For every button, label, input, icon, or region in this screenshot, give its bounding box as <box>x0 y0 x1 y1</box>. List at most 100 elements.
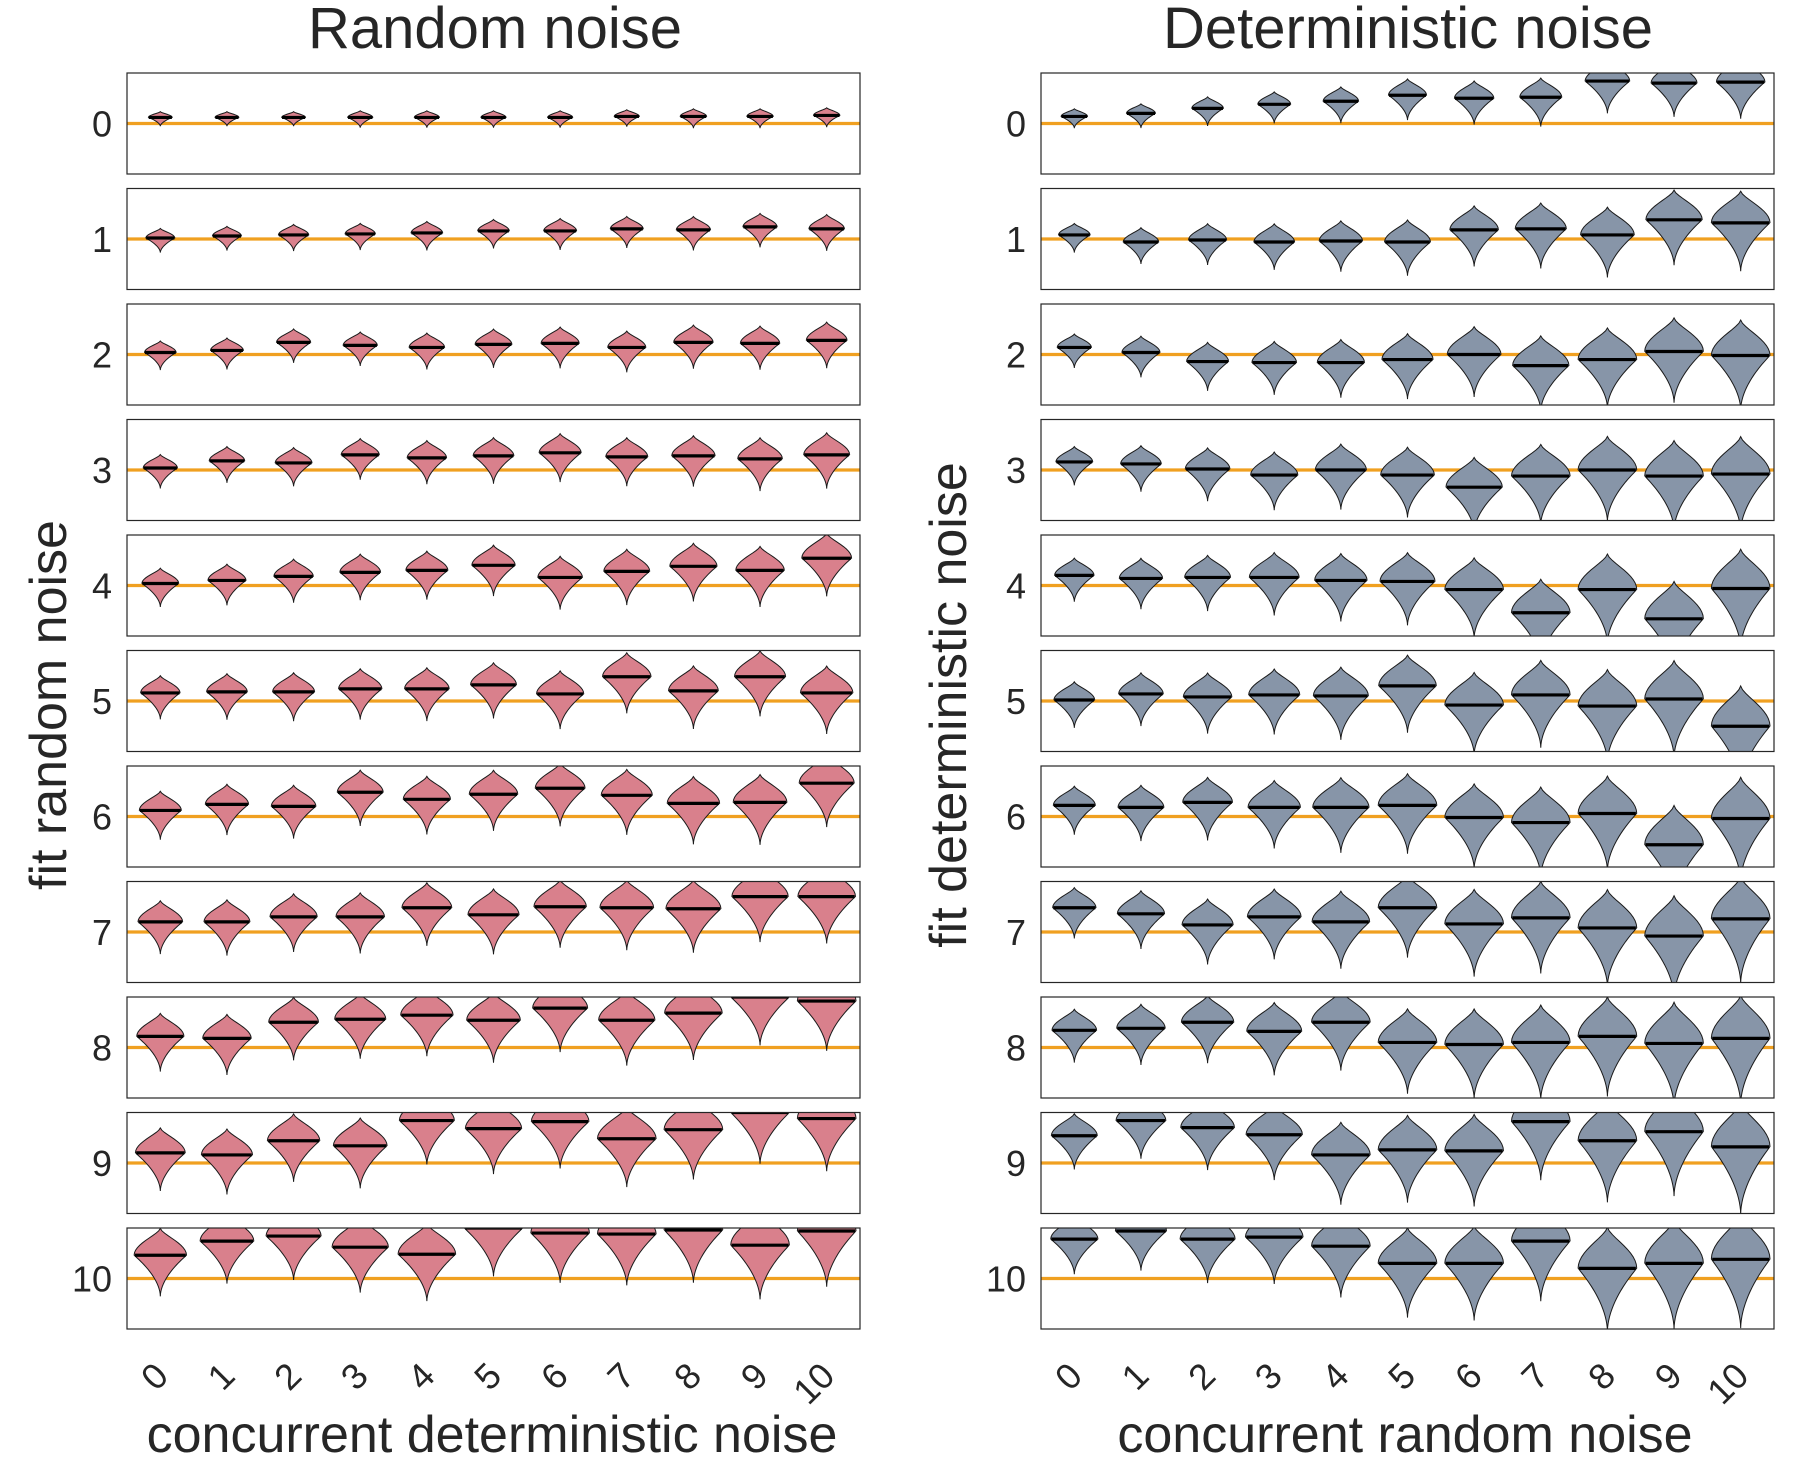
violin <box>1191 96 1224 126</box>
subplot-stack-deterministic-noise: 0 1 2 3 4 5 6 7 8 9 10 <box>986 72 1775 1330</box>
subplot-row: 5 <box>92 649 861 753</box>
y-axis-title-random-noise: fit random noise <box>20 520 78 890</box>
subplot-row: 7 <box>92 880 861 984</box>
x-tick-labels-deterministic-noise: 0 1 2 3 4 5 6 7 8 9 10 <box>1047 1355 1757 1412</box>
subplot-frame <box>126 649 861 753</box>
violin <box>1057 222 1091 253</box>
row-plot-area <box>127 431 860 492</box>
y-tick-label: 1 <box>92 219 112 260</box>
violin <box>601 651 652 714</box>
violin <box>796 1112 857 1172</box>
violin <box>796 997 857 1051</box>
violin <box>730 1112 790 1164</box>
violin <box>1453 80 1495 125</box>
violin <box>466 997 521 1063</box>
violin <box>737 436 783 492</box>
violin <box>1710 776 1771 867</box>
subplot-row: 10 <box>986 1227 1775 1330</box>
violin <box>1187 222 1228 265</box>
violin <box>1510 1003 1571 1098</box>
violin <box>530 1228 590 1283</box>
subplot-frame <box>126 765 861 868</box>
x-tick-label: 0 <box>133 1355 176 1398</box>
violin <box>665 881 722 953</box>
violin <box>1248 668 1301 735</box>
violin <box>1248 551 1300 616</box>
violin <box>1644 1001 1704 1098</box>
subplot-row: 4 <box>92 534 861 637</box>
subplot-frame <box>126 996 861 1099</box>
violin <box>1122 226 1160 265</box>
violin <box>1055 445 1094 486</box>
violin <box>1510 786 1571 867</box>
y-tick-label: 6 <box>1006 797 1026 838</box>
row-plot-area <box>1041 1228 1774 1329</box>
subplot-frame <box>126 1111 861 1215</box>
subplot-frame <box>126 880 861 984</box>
x-tick-label: 4 <box>1313 1355 1356 1398</box>
y-tick-label: 9 <box>92 1143 112 1184</box>
violin <box>138 790 182 840</box>
y-tick-label: 0 <box>92 104 112 145</box>
violin <box>1245 1112 1303 1181</box>
subplot-frame <box>1040 996 1775 1099</box>
subplot-row: 10 <box>72 1227 861 1330</box>
subplot-frame <box>1040 765 1775 868</box>
violin <box>1444 1228 1504 1321</box>
violin <box>532 997 589 1053</box>
x-tick-label: 1 <box>1113 1355 1156 1398</box>
violin <box>1316 338 1365 398</box>
violin <box>1577 1228 1638 1329</box>
violin <box>1445 456 1503 521</box>
violin <box>400 997 454 1057</box>
violin <box>1117 784 1165 842</box>
violin <box>1577 326 1638 405</box>
violin <box>207 563 247 606</box>
subplot-frame <box>126 534 861 637</box>
violin <box>1710 435 1771 521</box>
y-tick-label: 5 <box>92 681 112 722</box>
violin <box>669 542 718 602</box>
violin <box>538 432 582 483</box>
row-plot-area <box>127 1228 860 1302</box>
subplot-row: 1 <box>92 187 861 291</box>
y-tick-label: 5 <box>1006 681 1026 722</box>
violin <box>1577 888 1638 983</box>
violin <box>208 445 246 483</box>
violin <box>336 769 384 826</box>
row-plot-area <box>127 650 860 734</box>
violin <box>342 331 378 366</box>
violin <box>1250 451 1299 511</box>
violin <box>1114 1228 1168 1271</box>
row-plot-area <box>1041 1112 1774 1214</box>
violin <box>477 218 510 249</box>
subplot-frame <box>126 1227 861 1330</box>
y-tick-label: 1 <box>1006 219 1026 260</box>
violin <box>1577 435 1638 521</box>
violin <box>1577 668 1638 752</box>
subplot-frame <box>1040 649 1775 753</box>
violin <box>1311 1121 1371 1205</box>
violin <box>1384 219 1431 276</box>
violin <box>1510 443 1571 521</box>
violin <box>143 340 177 371</box>
violin <box>534 766 586 827</box>
y-tick-label: 7 <box>92 912 112 953</box>
subplot-row: 9 <box>92 1111 861 1215</box>
violin <box>607 330 647 373</box>
subplot-row: 8 <box>92 996 861 1099</box>
violin <box>273 558 314 603</box>
panel-deterministic-noise: Deterministic noise fit deterministic no… <box>920 0 1775 1464</box>
y-tick-label: 8 <box>1006 1028 1026 1069</box>
x-tick-labels-random-noise: 0 1 2 3 4 5 6 7 8 9 10 <box>133 1355 843 1412</box>
violin <box>206 672 248 720</box>
violin <box>1519 77 1563 127</box>
violin <box>1180 997 1235 1064</box>
violin <box>1060 108 1089 129</box>
y-tick-label: 2 <box>1006 335 1026 376</box>
violin <box>1444 556 1504 636</box>
violin <box>1377 881 1438 958</box>
violin <box>410 220 444 251</box>
x-tick-label: 3 <box>333 1355 376 1398</box>
y-tick-label: 2 <box>92 335 112 376</box>
